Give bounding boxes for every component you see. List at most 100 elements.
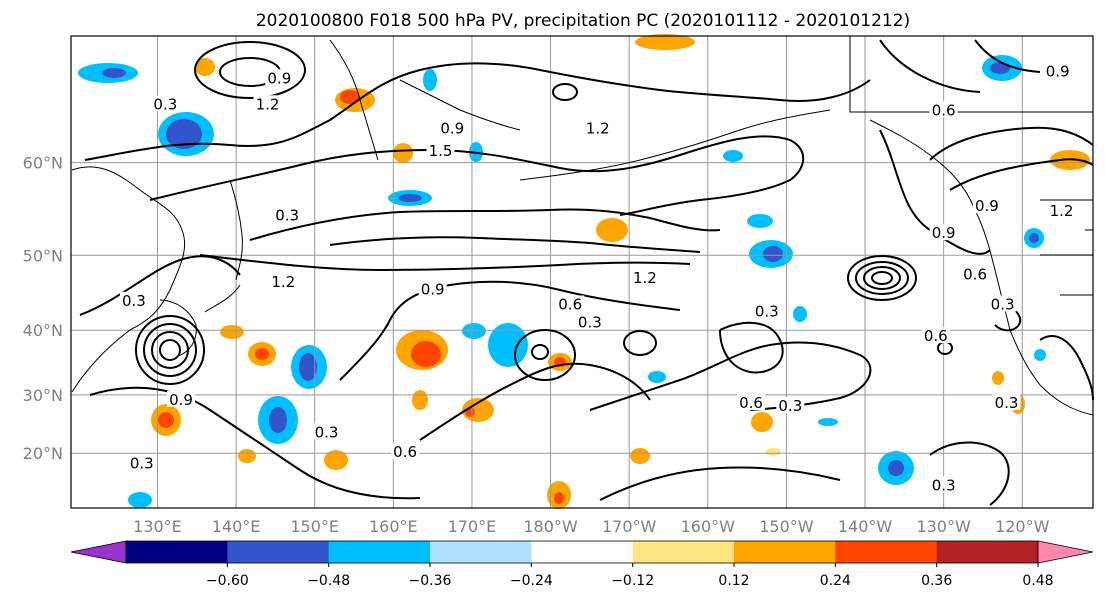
colorbar-tick-label: 0.24 bbox=[820, 573, 851, 589]
lon-tick-label: 160°W bbox=[681, 517, 736, 536]
colorbar-segment bbox=[328, 541, 431, 563]
contour-label: 0.3 bbox=[275, 206, 299, 224]
contour-label: 0.3 bbox=[578, 313, 602, 331]
contour-label-bg bbox=[992, 393, 1021, 410]
contour-label-bg bbox=[961, 265, 990, 282]
contour-label: 1.2 bbox=[1050, 202, 1074, 220]
contour-label-bg bbox=[127, 454, 156, 471]
lon-tick-label: 140°E bbox=[212, 517, 261, 536]
latitude-labels: 60°N 50°N 40°N 30°N 20°N bbox=[23, 154, 63, 464]
contour-label-bg bbox=[929, 101, 958, 118]
longitude-labels: 130°E 140°E 150°E 160°E 170°E 180°W 170°W 160°W… bbox=[133, 517, 1049, 536]
contour-label: 0.3 bbox=[130, 454, 154, 472]
contour-label-bg bbox=[119, 291, 148, 308]
colorbar-frame bbox=[125, 540, 1039, 564]
colorbar-segment bbox=[936, 541, 1039, 563]
contour-label-bg bbox=[575, 313, 604, 330]
colorbar: −0.60 −0.48 −0.36 −0.24 −0.12 0.12 0.24 0.36 0.4… bbox=[70, 540, 1094, 589]
colorbar-extend-high bbox=[1037, 540, 1094, 564]
contour-label: 1.5 bbox=[429, 142, 453, 160]
contour-label: 0.3 bbox=[778, 397, 802, 415]
lon-tick-label: 130°W bbox=[916, 517, 971, 536]
contour-label: 0.6 bbox=[932, 101, 956, 119]
colorbar-tick-label: −0.48 bbox=[307, 573, 350, 589]
colorbar-tick-label: 0.12 bbox=[718, 573, 749, 589]
map-frame bbox=[70, 35, 1094, 509]
colorbar-tick-label: −0.24 bbox=[510, 573, 553, 589]
contour-label-bg bbox=[151, 95, 180, 112]
colorbar-tick-label: 0.36 bbox=[921, 573, 952, 589]
contour-label-bg bbox=[391, 443, 420, 460]
lon-tick-label: 130°E bbox=[133, 517, 182, 536]
contour-label: 0.3 bbox=[991, 295, 1015, 313]
contour-label: 0.9 bbox=[932, 224, 956, 242]
contour-label-bg bbox=[167, 390, 196, 407]
contour-label-bg bbox=[776, 396, 805, 413]
contour-labels: 0.30.91.20.91.51.20.31.2 0.91.20.60.30.30… bbox=[119, 62, 1076, 494]
contour-label: 0.3 bbox=[122, 292, 146, 310]
colorbar-tick-label: −0.60 bbox=[206, 573, 249, 589]
contour-label: 0.9 bbox=[169, 391, 193, 409]
colorbar-segment bbox=[126, 541, 228, 563]
lon-tick-label: 150°W bbox=[759, 517, 814, 536]
contour-label: 0.3 bbox=[315, 423, 339, 441]
contour-label-bg bbox=[269, 273, 298, 290]
colorbar-extend-low bbox=[70, 540, 127, 564]
colorbar-segment bbox=[734, 541, 836, 563]
lon-tick-label: 160°E bbox=[369, 517, 418, 536]
lat-tick-label: 60°N bbox=[23, 154, 63, 173]
contour-label-bg bbox=[752, 302, 781, 319]
contour-label-bg bbox=[1043, 62, 1072, 79]
contour-label: 0.3 bbox=[153, 95, 177, 113]
contour-label: 0.6 bbox=[558, 295, 582, 313]
contour-label: 0.9 bbox=[440, 119, 464, 137]
pv-contours bbox=[79, 39, 1094, 506]
lon-tick-label: 170°E bbox=[448, 517, 497, 536]
lat-tick-label: 50°N bbox=[23, 246, 63, 265]
contour-label-bg bbox=[921, 327, 950, 344]
contour-label: 1.2 bbox=[586, 119, 610, 137]
contour-label: 0.9 bbox=[975, 197, 999, 215]
colorbar-segment bbox=[227, 541, 330, 563]
contour-label: 0.6 bbox=[739, 394, 763, 412]
map-panel: 0.30.91.20.91.51.20.31.2 0.91.20.60.30.30… bbox=[70, 34, 1094, 509]
colorbar-segment bbox=[531, 541, 634, 563]
contour-label: 0.3 bbox=[932, 476, 956, 494]
contour-label-bg bbox=[312, 423, 341, 440]
colorbar-segment bbox=[430, 541, 532, 563]
contour-label: 1.2 bbox=[256, 95, 280, 113]
contour-label: 0.3 bbox=[755, 303, 779, 321]
contour-label-bg bbox=[988, 295, 1017, 312]
contour-label: 0.9 bbox=[1046, 62, 1070, 80]
lon-tick-label: 150°E bbox=[290, 517, 339, 536]
contour-label-bg bbox=[929, 224, 958, 241]
precipitation-patches bbox=[78, 34, 1090, 509]
contour-label-bg bbox=[253, 95, 282, 112]
contour-label: 0.6 bbox=[963, 265, 987, 283]
contour-label-bg bbox=[273, 206, 302, 223]
contour-label-bg bbox=[438, 119, 467, 136]
contour-label-bg bbox=[929, 476, 958, 493]
colorbar-tick-label: −0.12 bbox=[611, 573, 654, 589]
contour-label-bg bbox=[1047, 201, 1076, 218]
lat-tick-label: 40°N bbox=[23, 321, 63, 340]
contour-label-bg bbox=[972, 197, 1001, 214]
map-title: 2020100800 F018 500 hPa PV, precipitatio… bbox=[256, 11, 910, 31]
contour-label-bg bbox=[418, 280, 447, 297]
colorbar-tick-label: −0.36 bbox=[409, 573, 452, 589]
contour-label-bg bbox=[630, 269, 659, 286]
lat-tick-label: 20°N bbox=[23, 444, 63, 463]
lon-tick-label: 180°W bbox=[523, 517, 578, 536]
lon-tick-label: 140°W bbox=[838, 517, 893, 536]
contour-label: 0.6 bbox=[924, 327, 948, 345]
contour-label: 0.9 bbox=[267, 69, 291, 87]
lon-tick-label: 170°W bbox=[602, 517, 657, 536]
colorbar-segment bbox=[835, 541, 938, 563]
contour-label: 0.9 bbox=[421, 281, 445, 299]
contour-label: 1.2 bbox=[271, 273, 295, 291]
contour-label-bg bbox=[583, 119, 612, 136]
contour-label: 0.3 bbox=[995, 394, 1019, 412]
contour-label: 0.6 bbox=[393, 443, 417, 461]
contour-label: 1.2 bbox=[633, 269, 657, 287]
